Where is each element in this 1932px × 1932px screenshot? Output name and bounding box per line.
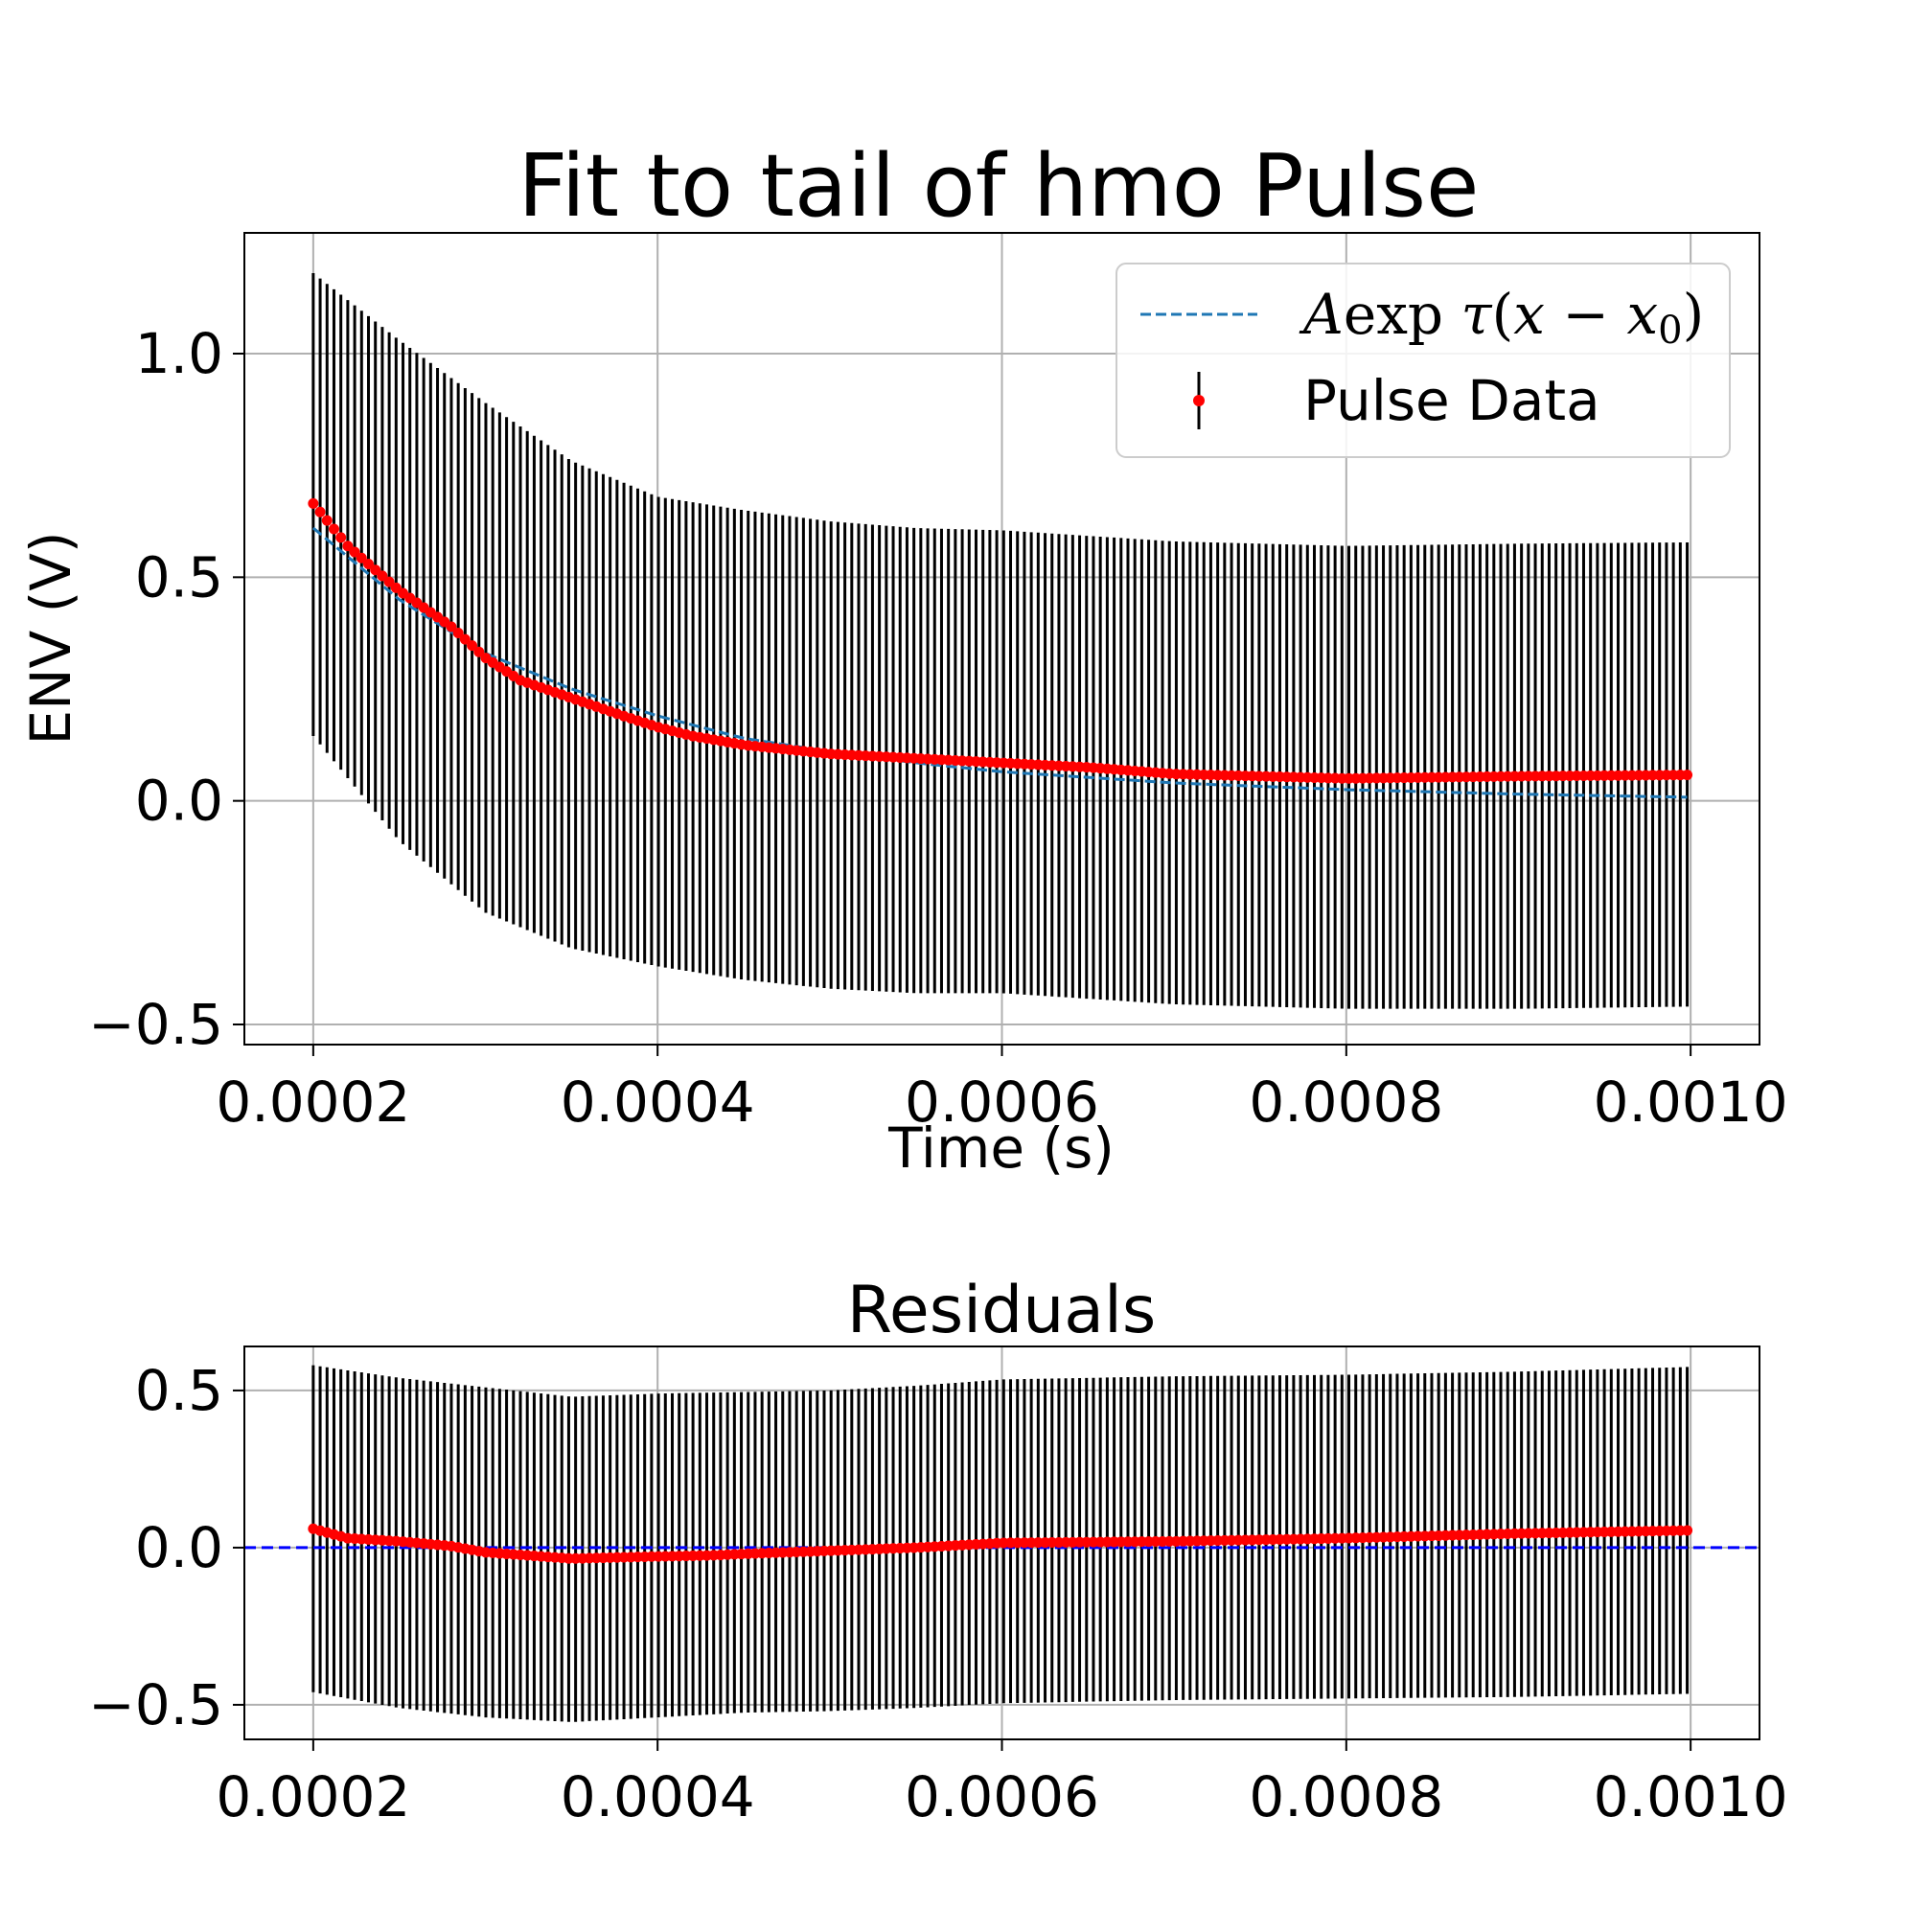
main-x-tick-label-2: 0.0006 — [905, 1070, 1099, 1135]
legend-box — [1116, 263, 1731, 458]
legend: Aexp τ(x − x0) Pulse Data — [1116, 263, 1731, 458]
fit-curve — [311, 526, 1688, 799]
main-x-axis-label: Time (s) — [887, 1116, 1115, 1181]
main-y-tick-label-2: 0.5 — [135, 544, 223, 610]
main-data-point-7 — [356, 552, 367, 564]
residuals-data-point-199 — [1682, 1525, 1693, 1536]
main-data-point-11 — [383, 576, 395, 587]
main-data-point-5 — [342, 540, 354, 552]
main-y-tick-label-3: 1.0 — [135, 321, 223, 386]
main-y-tick-label-1: 0.0 — [135, 769, 223, 834]
main-data-point-2 — [321, 515, 333, 526]
main-data-point-1 — [314, 506, 326, 518]
main-data-point-24 — [473, 646, 485, 657]
main-plot-title: Fit to tail of hmo Pulse — [518, 136, 1480, 237]
residuals-plot-title: Residuals — [847, 1273, 1157, 1348]
residuals-x-tick-label-3: 0.0008 — [1249, 1764, 1443, 1829]
main-data-point-9 — [370, 564, 381, 576]
main-y-ticks: −0.5 0.0 0.5 1.0 — [88, 321, 244, 1057]
main-data-point-6 — [349, 546, 360, 558]
residuals-x-ticks: 0.0002 0.0004 0.0006 0.0008 0.0010 — [216, 1739, 1788, 1829]
residuals-y-tick-label-2: 0.5 — [135, 1358, 223, 1423]
main-x-tick-label-3: 0.0008 — [1249, 1070, 1443, 1135]
main-data-point-199 — [1682, 770, 1693, 781]
main-data-point-3 — [328, 523, 339, 535]
residuals-y-tick-label-0: −0.5 — [88, 1672, 223, 1737]
main-data-point-8 — [362, 558, 374, 569]
main-data-point-0 — [308, 497, 319, 509]
main-data-point-10 — [377, 570, 388, 582]
residuals-x-tick-label-1: 0.0004 — [561, 1764, 755, 1829]
main-plot-panel: Fit to tail of hmo Pulse 0.0002 0.0004 0.0… — [18, 136, 1788, 1181]
main-data-point-4 — [335, 532, 347, 543]
main-data-point-21 — [452, 628, 464, 639]
residuals-x-tick-label-0: 0.0002 — [216, 1764, 410, 1829]
residuals-plot-panel: Residuals 0.0002 0.0004 0.0006 0.0008 0.0010… — [88, 1273, 1787, 1829]
main-x-ticks: 0.0002 0.0004 0.0006 0.0008 0.0010 — [216, 1045, 1788, 1135]
residuals-x-tick-label-2: 0.0006 — [905, 1764, 1099, 1829]
main-x-tick-label-0: 0.0002 — [216, 1070, 410, 1135]
main-x-tick-label-4: 0.0010 — [1594, 1070, 1788, 1135]
main-fit-line — [311, 526, 1688, 799]
main-x-tick-label-1: 0.0004 — [561, 1070, 755, 1135]
legend-fit-label: Aexp τ(x − x0) — [1299, 282, 1704, 353]
main-data-points — [308, 497, 1693, 784]
residuals-y-tick-label-1: 0.0 — [135, 1515, 223, 1580]
legend-data-label: Pulse Data — [1303, 368, 1600, 433]
residuals-data-points — [308, 1523, 1693, 1564]
main-data-point-20 — [446, 621, 457, 632]
residuals-y-ticks: −0.5 0.0 0.5 — [88, 1358, 244, 1737]
main-y-tick-label-0: −0.5 — [88, 992, 223, 1057]
main-y-axis-label: ENV (V) — [18, 531, 83, 745]
main-data-point-22 — [459, 633, 471, 645]
legend-data-marker-swatch — [1193, 395, 1205, 406]
main-data-point-23 — [467, 640, 478, 652]
residuals-x-tick-label-4: 0.0010 — [1594, 1764, 1788, 1829]
